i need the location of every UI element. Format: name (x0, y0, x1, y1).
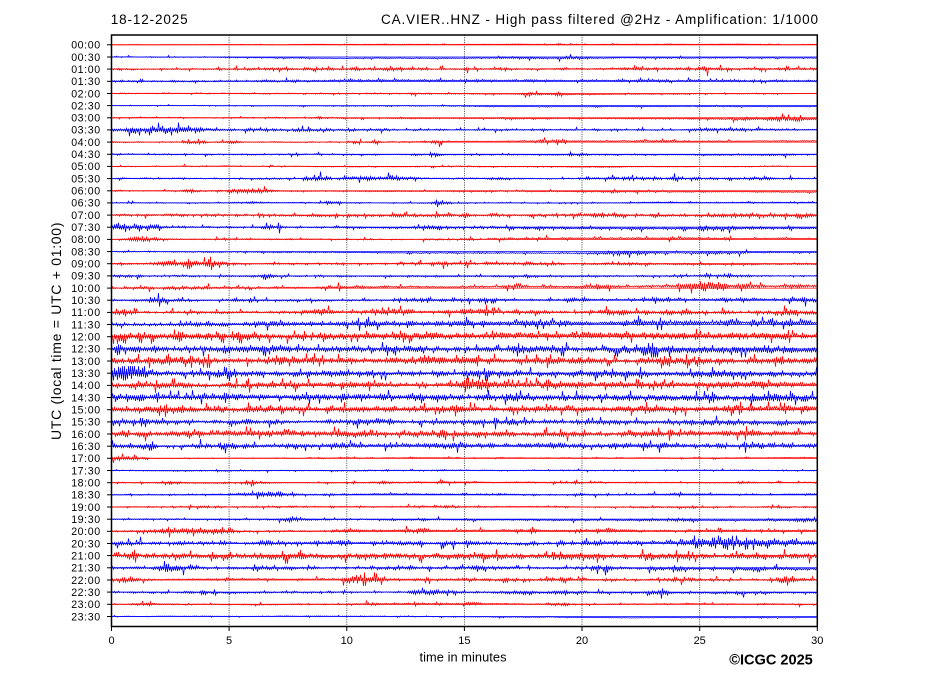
svg-text:05:30: 05:30 (71, 173, 100, 185)
svg-text:25: 25 (694, 635, 706, 647)
svg-text:18:00: 18:00 (71, 478, 100, 490)
svg-text:11:30: 11:30 (71, 319, 100, 331)
svg-text:22:00: 22:00 (71, 575, 100, 587)
svg-text:12:30: 12:30 (71, 344, 100, 356)
svg-text:14:30: 14:30 (71, 392, 100, 404)
svg-text:13:00: 13:00 (71, 356, 100, 368)
svg-text:12:00: 12:00 (71, 332, 100, 344)
svg-text:UTC (local time = UTC + 01:00): UTC (local time = UTC + 01:00) (48, 223, 64, 441)
svg-text:03:30: 03:30 (71, 125, 100, 137)
svg-text:30: 30 (811, 635, 823, 647)
svg-text:14:00: 14:00 (71, 380, 100, 392)
svg-text:23:00: 23:00 (71, 599, 100, 611)
svg-text:07:30: 07:30 (71, 222, 100, 234)
svg-text:20:30: 20:30 (71, 538, 100, 550)
svg-text:09:00: 09:00 (71, 259, 100, 271)
svg-text:08:00: 08:00 (71, 234, 100, 246)
svg-text:06:30: 06:30 (71, 198, 100, 210)
svg-text:02:00: 02:00 (71, 88, 100, 100)
svg-text:10:00: 10:00 (71, 283, 100, 295)
svg-text:10: 10 (341, 635, 353, 647)
svg-text:03:00: 03:00 (71, 113, 100, 125)
svg-text:15:30: 15:30 (71, 417, 100, 429)
svg-text:13:30: 13:30 (71, 368, 100, 380)
svg-text:19:00: 19:00 (71, 502, 100, 514)
svg-text:06:00: 06:00 (71, 186, 100, 198)
svg-text:time in minutes: time in minutes (420, 650, 507, 665)
svg-text:16:00: 16:00 (71, 429, 100, 441)
svg-text:07:00: 07:00 (71, 210, 100, 222)
svg-text:02:30: 02:30 (71, 100, 100, 112)
svg-text:11:00: 11:00 (71, 307, 100, 319)
svg-text:15:00: 15:00 (71, 405, 100, 417)
svg-text:18-12-2025: 18-12-2025 (111, 12, 188, 27)
svg-text:00:00: 00:00 (71, 40, 100, 52)
svg-text:20: 20 (576, 635, 588, 647)
svg-text:15: 15 (458, 635, 470, 647)
svg-text:05:00: 05:00 (71, 161, 100, 173)
svg-text:20:00: 20:00 (71, 526, 100, 538)
svg-text:21:30: 21:30 (71, 563, 100, 575)
svg-text:CA.VIER..HNZ - High pass filte: CA.VIER..HNZ - High pass filtered @2Hz -… (381, 12, 818, 27)
svg-text:09:30: 09:30 (71, 271, 100, 283)
svg-text:5: 5 (226, 635, 232, 647)
svg-text:04:00: 04:00 (71, 137, 100, 149)
svg-text:17:30: 17:30 (71, 465, 100, 477)
svg-text:0: 0 (108, 635, 114, 647)
svg-text:23:30: 23:30 (71, 611, 100, 623)
svg-text:01:30: 01:30 (71, 76, 100, 88)
svg-text:22:30: 22:30 (71, 587, 100, 599)
svg-text:18:30: 18:30 (71, 490, 100, 502)
svg-text:08:30: 08:30 (71, 246, 100, 258)
svg-text:16:30: 16:30 (71, 441, 100, 453)
svg-text:00:30: 00:30 (71, 52, 100, 64)
svg-text:01:00: 01:00 (71, 64, 100, 76)
svg-text:©ICGC 2025: ©ICGC 2025 (729, 653, 813, 669)
svg-text:17:00: 17:00 (71, 453, 100, 465)
svg-text:19:30: 19:30 (71, 514, 100, 526)
svg-text:10:30: 10:30 (71, 295, 100, 307)
svg-text:04:30: 04:30 (71, 149, 100, 161)
svg-text:21:00: 21:00 (71, 550, 100, 562)
